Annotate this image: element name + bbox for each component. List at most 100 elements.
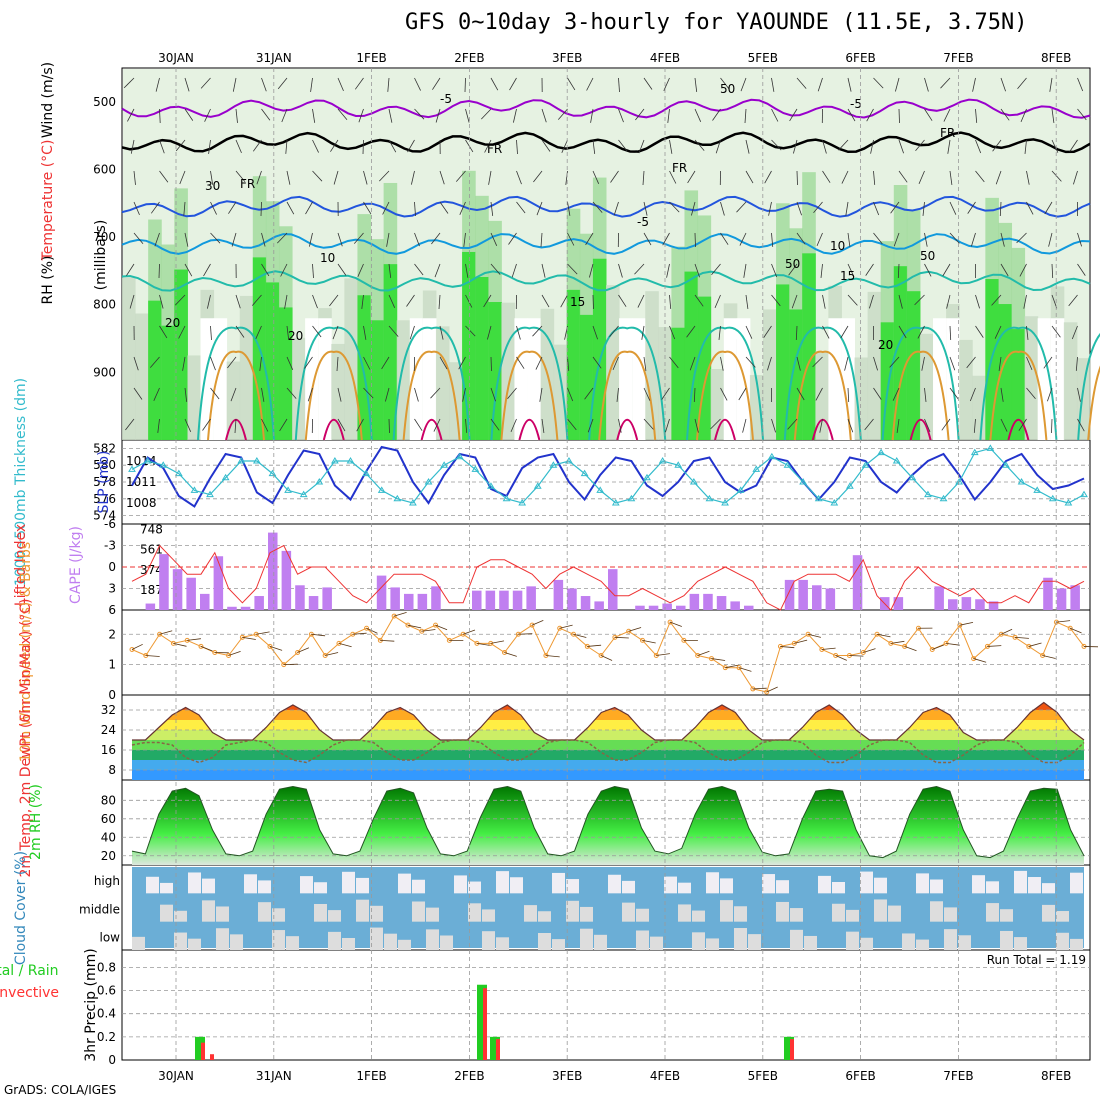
cloud-cell <box>398 939 411 950</box>
wind-barb <box>789 108 798 122</box>
wind-barb-10m <box>338 643 352 648</box>
wind-barb <box>1019 263 1027 277</box>
wind-barb <box>691 201 696 216</box>
cloud-cell <box>874 877 887 894</box>
wind-barb <box>536 201 543 216</box>
ylabel-temp2m: 2m Temp, 2m DewPt (6hr Min/Max) (°C) <box>18 599 34 878</box>
precip-bar-convective <box>483 988 487 1060</box>
wind-barb <box>361 294 364 309</box>
rh-plume-core <box>998 304 1013 440</box>
wind-marker <box>295 650 301 655</box>
wind-barb-10m <box>407 624 422 629</box>
cloud-cell <box>272 930 285 950</box>
cloud-cell <box>552 939 565 950</box>
cloud-cell <box>160 882 173 894</box>
wind-marker <box>322 653 328 659</box>
cape-bar <box>893 597 904 610</box>
cloud-cell <box>426 929 439 950</box>
rh-plume <box>331 343 345 440</box>
thickness-marker <box>705 494 714 502</box>
ytick-slp: 1011 <box>126 475 157 489</box>
cloud-cell <box>930 901 943 922</box>
rh-area <box>132 786 1084 865</box>
ytick-precip: 0 <box>108 1053 116 1067</box>
ylabel-thickness: 1000~500mb Thickness (dm) <box>13 378 29 586</box>
cloud-cell <box>1014 870 1027 894</box>
wind-barb-10m <box>325 652 339 656</box>
wind-barb <box>516 325 521 340</box>
temp-band <box>132 730 1084 740</box>
isotherm--5 <box>121 98 1091 119</box>
isotherm-20-arch <box>294 326 373 441</box>
wind-barb-10m <box>352 632 367 635</box>
cloud-cell <box>272 908 285 922</box>
cape-bar <box>934 586 944 610</box>
wind-barb <box>694 139 705 151</box>
wind-barb <box>541 418 545 433</box>
thickness-marker <box>143 457 152 464</box>
wind-barb <box>796 201 802 216</box>
wind-barb-10m <box>435 624 448 631</box>
wind-barb <box>363 170 368 185</box>
wind-barb <box>949 356 956 371</box>
isotherm-25-arch <box>891 350 950 441</box>
contour-label: 50 <box>920 249 935 263</box>
wind-barb <box>158 263 160 279</box>
footer-credit: GrADS: COLA/IGES <box>4 1083 117 1097</box>
wind-barb-10m <box>752 687 767 690</box>
wind-barb-10m <box>587 644 602 647</box>
wind-barb-10m <box>518 633 533 635</box>
thickness-marker <box>736 486 745 493</box>
wind-barb <box>1043 356 1053 369</box>
cloud-cell <box>314 882 327 894</box>
ylabel-rh2m: 2m RH (%) <box>28 784 44 860</box>
wind-barb <box>975 170 985 183</box>
wind-barb <box>847 387 850 403</box>
rh-plume <box>867 291 882 440</box>
wind-barb <box>388 325 399 337</box>
wind-barb <box>159 108 161 124</box>
thickness-marker <box>362 469 370 477</box>
wind-barb <box>532 325 543 337</box>
wind-barb <box>819 418 823 433</box>
wind-marker <box>1040 653 1046 659</box>
rh-plume <box>553 344 568 440</box>
ytick-li: -3 <box>104 539 116 553</box>
wind-barb <box>561 139 568 153</box>
precip-bar-convective <box>496 1039 500 1060</box>
wind-marker <box>557 625 563 631</box>
cape-bar <box>553 579 564 610</box>
wind-barb <box>490 232 498 246</box>
wind-marker <box>791 640 797 646</box>
wind-barb <box>200 77 211 89</box>
cape-bar <box>689 593 700 610</box>
isotherm-25-arch <box>500 350 559 441</box>
cloud-cell <box>916 873 929 894</box>
wind-barb <box>864 418 874 431</box>
cloud-cell <box>230 934 243 950</box>
contour-label: -5 <box>637 215 649 229</box>
wind-barb <box>793 139 798 154</box>
cape-bar <box>499 590 509 610</box>
thickness-marker <box>268 469 277 477</box>
wind-barb <box>490 77 499 91</box>
wind-barb <box>1073 170 1078 185</box>
wind-barb <box>535 356 543 370</box>
cape-bar <box>975 599 985 610</box>
isotherm-20-arch <box>197 326 275 441</box>
thickness-marker <box>299 490 308 498</box>
ytick-li: 0 <box>108 560 116 574</box>
cloud-cell <box>874 899 887 922</box>
wind-barb <box>1000 418 1008 432</box>
wind-barb <box>567 356 570 371</box>
cape-bar <box>580 596 591 610</box>
cloud-cell <box>860 871 873 894</box>
cloud-cell <box>370 927 383 950</box>
cape-bar <box>852 555 863 610</box>
wind-barb-10m <box>945 642 960 646</box>
cloud-cell <box>1000 930 1013 950</box>
wind-barb <box>567 201 571 216</box>
wind-barb <box>261 263 270 277</box>
wind-barb <box>796 356 801 371</box>
cloud-cell <box>468 903 481 922</box>
